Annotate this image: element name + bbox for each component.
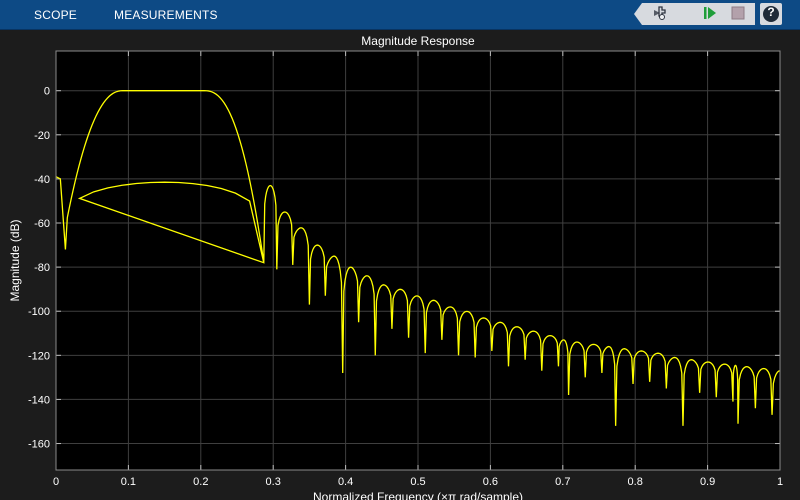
tools-icon[interactable] — [650, 4, 668, 22]
stop-icon[interactable] — [729, 4, 747, 22]
x-tick-labels: 0 0.1 0.2 0.3 0.4 0.5 0.6 0.7 0.8 0.9 1 — [53, 476, 783, 488]
y-tick-label: -60 — [34, 218, 50, 230]
tab-measurements[interactable]: MEASUREMENTS — [114, 8, 218, 22]
x-tick-label: 0.8 — [628, 476, 643, 488]
x-tick-label: 0.2 — [193, 476, 208, 488]
run-icon[interactable] — [701, 4, 719, 22]
x-tick-label: 0.1 — [121, 476, 136, 488]
y-tick-label: -100 — [28, 306, 50, 318]
grid — [56, 51, 780, 470]
toolstrip: SCOPE MEASUREMENTS ? — [0, 0, 800, 30]
magnitude-trace — [56, 90, 780, 426]
help-label: ? — [767, 5, 775, 19]
trace — [56, 90, 780, 426]
x-tick-label: 0.4 — [338, 476, 353, 488]
x-tick-label: 0.9 — [700, 476, 715, 488]
magnitude-response-plot[interactable]: Magnitude Response Normalized Frequency … — [0, 30, 800, 500]
x-tick-label: 1 — [777, 476, 783, 488]
axes-box — [55, 50, 781, 471]
x-tick-label: 0.6 — [483, 476, 498, 488]
y-tick-label: -160 — [28, 439, 50, 451]
y-tick-label: -120 — [28, 350, 50, 362]
x-tick-label: 0 — [53, 476, 59, 488]
x-tick-label: 0.5 — [410, 476, 425, 488]
help-icon — [763, 6, 779, 22]
y-tick-label: -40 — [34, 174, 50, 186]
chart-title: Magnitude Response — [361, 34, 475, 48]
y-tick-label: -20 — [34, 130, 50, 142]
plot-area: Magnitude Response Normalized Frequency … — [0, 30, 800, 500]
y-tick-label: -80 — [34, 262, 50, 274]
y-tick-label: 0 — [44, 86, 50, 98]
quick-access-edge — [634, 3, 642, 25]
help-button[interactable]: ? — [760, 3, 782, 25]
quick-access-toolbar — [634, 3, 755, 25]
x-tick-label: 0.3 — [266, 476, 281, 488]
y-tick-labels: 0 -20 -40 -60 -80 -100 -120 -140 -160 — [28, 86, 50, 451]
x-axis-label: Normalized Frequency (×π rad/sample) — [313, 490, 523, 500]
y-tick-label: -140 — [28, 394, 50, 406]
x-tick-label: 0.7 — [555, 476, 570, 488]
y-axis-label: Magnitude (dB) — [8, 219, 22, 301]
tab-scope[interactable]: SCOPE — [34, 8, 78, 22]
